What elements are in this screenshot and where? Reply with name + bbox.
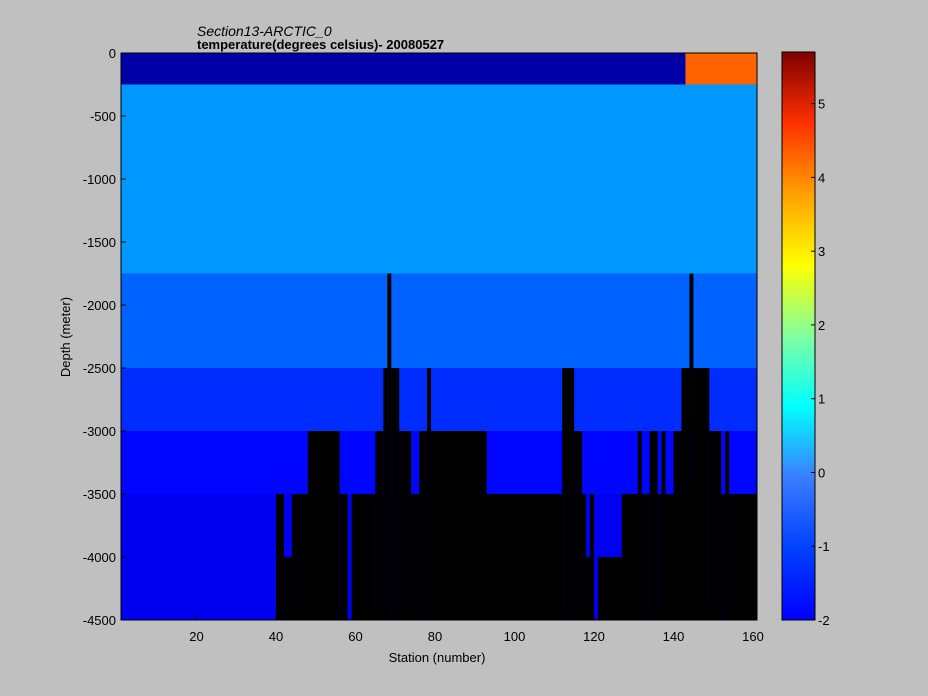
colorbar-tick-label: -1 bbox=[818, 539, 830, 554]
y-axis-label: Depth (meter) bbox=[58, 297, 73, 377]
temperature-band bbox=[121, 53, 757, 85]
bathymetry-column bbox=[657, 494, 662, 620]
bathymetry-column bbox=[419, 431, 428, 620]
bathymetry-column bbox=[729, 494, 757, 620]
bathymetry-column bbox=[721, 494, 726, 620]
chart-subtitle: temperature(degrees celsius)- 20080527 bbox=[197, 37, 444, 52]
bathymetry-column bbox=[276, 494, 284, 620]
x-tick-label: 160 bbox=[742, 629, 764, 644]
bathymetry-column bbox=[725, 431, 730, 620]
bathymetry-column bbox=[621, 494, 638, 620]
bathymetry-column bbox=[641, 494, 650, 620]
plot-frame bbox=[120, 52, 758, 621]
colorbar-tick-label: 4 bbox=[818, 170, 825, 185]
temperature-band bbox=[121, 368, 757, 431]
bathymetry-column bbox=[709, 431, 722, 620]
x-tick-label: 100 bbox=[504, 629, 526, 644]
y-tick-label: -4500 bbox=[83, 613, 116, 628]
colorbar-tick-label: 3 bbox=[818, 244, 825, 259]
colorbar-tick-label: -2 bbox=[818, 613, 830, 628]
bathymetry bbox=[276, 273, 757, 620]
bathymetry-column bbox=[665, 494, 674, 620]
bathymetry-column bbox=[661, 431, 666, 620]
x-tick-label: 140 bbox=[663, 629, 685, 644]
bathymetry-column bbox=[339, 494, 348, 620]
warm-surface-region bbox=[685, 53, 757, 85]
y-tick-label: -2500 bbox=[83, 361, 116, 376]
x-tick-label: 60 bbox=[348, 629, 362, 644]
heatmap-plot bbox=[120, 52, 758, 621]
bathymetry-column bbox=[486, 494, 563, 620]
bathymetry-column bbox=[383, 368, 388, 620]
y-axis-ticks: 0 -500 -1000 -1500 -2000 -2500 -3000 -3500 -4000… bbox=[83, 46, 126, 628]
x-tick-label: 80 bbox=[428, 629, 442, 644]
bathymetry-column bbox=[431, 431, 487, 620]
bathymetry-column bbox=[283, 557, 292, 620]
colorbar-ticks: -2 -1 0 1 2 3 4 5 bbox=[811, 97, 830, 628]
bathymetry-column bbox=[351, 494, 360, 620]
chart-title: Section13-ARCTIC_0 bbox=[197, 23, 332, 39]
bathymetry-column bbox=[693, 368, 710, 620]
temperature-band bbox=[121, 273, 757, 368]
bathymetry-column bbox=[391, 368, 400, 620]
colorbar-tick-label: 1 bbox=[818, 392, 825, 407]
colorbar: -2 -1 0 1 2 3 4 5 bbox=[781, 51, 830, 628]
bathymetry-column bbox=[586, 557, 591, 620]
bathymetry-column bbox=[681, 368, 690, 620]
x-axis-label: Station (number) bbox=[389, 650, 486, 665]
colorbar-tick-label: 0 bbox=[818, 465, 825, 480]
bathymetry-column bbox=[291, 494, 308, 620]
colorbar-gradient bbox=[781, 51, 816, 621]
bathymetry-column bbox=[307, 431, 340, 620]
bathymetry-column bbox=[582, 494, 587, 620]
bathymetry-column bbox=[387, 273, 392, 620]
bathymetry-column bbox=[689, 273, 694, 620]
bathymetry-column bbox=[637, 431, 642, 620]
bathymetry-column bbox=[590, 494, 595, 620]
bathymetry-column bbox=[649, 431, 658, 620]
colorbar-tick-label: 5 bbox=[818, 97, 825, 112]
y-tick-label: -4000 bbox=[83, 550, 116, 565]
x-tick-label: 20 bbox=[189, 629, 203, 644]
bathymetry-column bbox=[399, 431, 412, 620]
x-tick-label: 120 bbox=[583, 629, 605, 644]
bathymetry-column bbox=[427, 368, 432, 620]
bathymetry-column bbox=[562, 368, 575, 620]
y-tick-label: -1500 bbox=[83, 235, 116, 250]
bathymetry-column bbox=[598, 557, 622, 620]
temperature-band bbox=[121, 84, 757, 274]
y-tick-label: 0 bbox=[109, 46, 116, 61]
y-tick-label: -3500 bbox=[83, 487, 116, 502]
bathymetry-column bbox=[375, 431, 384, 620]
x-tick-label: 40 bbox=[269, 629, 283, 644]
bathymetry-column bbox=[411, 494, 420, 620]
bathymetry-column bbox=[574, 431, 583, 620]
x-axis-ticks: 20 40 60 80 100 120 140 160 bbox=[189, 615, 764, 644]
colorbar-tick-label: 2 bbox=[818, 318, 825, 333]
y-tick-label: -2000 bbox=[83, 298, 116, 313]
y-tick-label: -1000 bbox=[83, 172, 116, 187]
bathymetry-column bbox=[359, 494, 376, 620]
y-tick-label: -500 bbox=[90, 109, 116, 124]
y-tick-label: -3000 bbox=[83, 424, 116, 439]
bathymetry-column bbox=[673, 431, 682, 620]
